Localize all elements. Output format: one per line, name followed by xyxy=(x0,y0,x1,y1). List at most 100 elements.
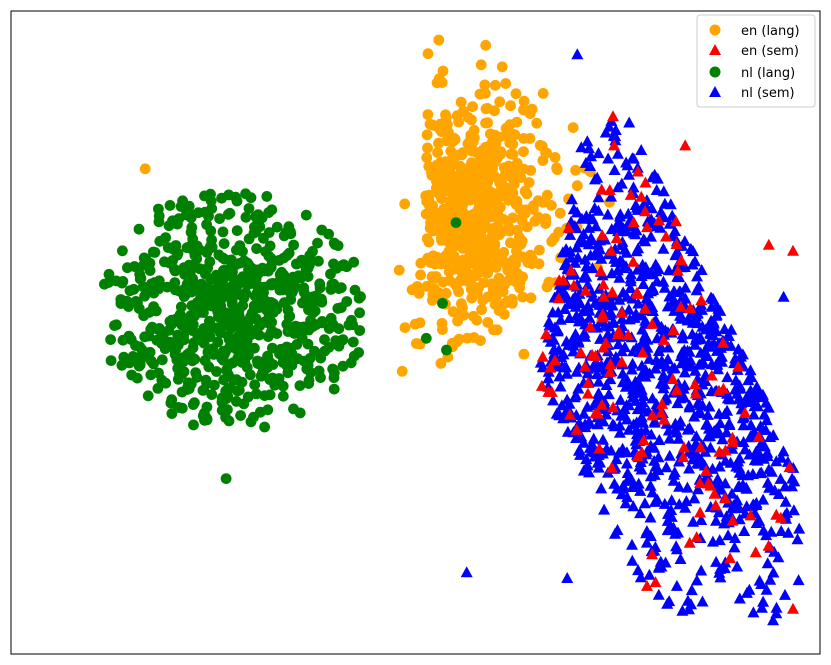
point-nl-sem xyxy=(567,345,580,357)
point-nl-sem xyxy=(777,290,790,302)
legend-box xyxy=(696,14,816,108)
point-en-lang xyxy=(531,117,543,129)
point-nl-sem xyxy=(723,417,736,429)
point-nl-sem xyxy=(592,375,605,387)
point-en-lang xyxy=(505,100,516,112)
point-nl-sem xyxy=(581,299,594,311)
legend-label-en-lang: en (lang) xyxy=(741,24,800,39)
point-nl-lang xyxy=(209,379,220,391)
point-nl-sem xyxy=(688,492,701,504)
point-en-lang xyxy=(504,119,516,130)
point-nl-lang xyxy=(316,296,328,308)
point-nl-sem xyxy=(563,397,576,409)
point-nl-lang xyxy=(217,226,229,238)
point-en-lang xyxy=(467,271,479,283)
point-nl-lang xyxy=(354,307,365,319)
point-nl-sem xyxy=(618,403,631,414)
point-nl-sem xyxy=(674,309,686,321)
point-nl-sem xyxy=(690,574,703,586)
point-nl-lang xyxy=(251,279,262,291)
point-en-sem xyxy=(657,333,670,345)
point-nl-lang xyxy=(187,233,199,245)
point-nl-sem xyxy=(611,524,624,535)
point-nl-lang xyxy=(166,408,178,419)
point-en-lang xyxy=(421,129,433,141)
point-nl-sem xyxy=(669,423,682,435)
point-nl-sem xyxy=(607,129,620,141)
point-nl-sem xyxy=(626,554,639,566)
legend-label-en-sem: en (sem) xyxy=(741,44,799,59)
point-nl-sem xyxy=(639,329,651,341)
point-en-sem xyxy=(708,487,721,499)
point-en-lang xyxy=(447,250,458,261)
point-nl-lang xyxy=(271,221,283,233)
point-nl-sem xyxy=(598,503,611,515)
point-nl-sem xyxy=(648,454,661,466)
point-nl-lang xyxy=(185,310,197,322)
point-nl-lang xyxy=(205,273,217,285)
point-en-lang xyxy=(477,294,489,306)
point-nl-lang xyxy=(323,342,335,353)
point-en-sem xyxy=(603,184,616,195)
point-nl-lang xyxy=(117,245,128,257)
point-nl-sem xyxy=(759,423,772,435)
point-nl-lang xyxy=(303,375,315,386)
point-nl-lang xyxy=(437,297,448,309)
point-nl-lang xyxy=(218,265,229,276)
point-nl-sem xyxy=(567,203,580,215)
point-en-lang xyxy=(456,149,468,161)
point-en-sem xyxy=(667,324,680,336)
point-en-lang xyxy=(482,317,494,328)
point-nl-sem xyxy=(626,538,638,550)
point-nl-lang xyxy=(198,337,210,349)
point-nl-lang xyxy=(259,421,270,433)
point-nl-sem xyxy=(653,561,665,573)
point-nl-sem xyxy=(582,238,595,250)
point-nl-sem xyxy=(652,588,665,600)
point-nl-sem xyxy=(613,446,625,458)
point-nl-sem xyxy=(611,482,624,494)
point-en-sem xyxy=(684,302,697,313)
point-nl-lang xyxy=(332,240,344,252)
point-nl-sem xyxy=(731,560,744,572)
point-en-sem xyxy=(553,274,566,286)
point-nl-lang xyxy=(196,289,208,301)
point-nl-sem xyxy=(565,193,578,205)
point-nl-sem xyxy=(667,521,680,533)
point-en-sem xyxy=(752,430,765,442)
point-en-sem xyxy=(581,387,594,399)
point-en-lang xyxy=(440,258,451,270)
point-en-lang xyxy=(479,79,491,91)
point-nl-lang xyxy=(163,220,175,232)
point-en-sem xyxy=(542,385,555,397)
point-nl-sem xyxy=(610,453,623,465)
point-en-lang xyxy=(516,215,528,226)
point-nl-lang xyxy=(166,394,178,406)
point-en-lang xyxy=(466,114,477,126)
point-en-sem xyxy=(744,509,757,521)
point-en-sem xyxy=(593,442,606,454)
point-nl-lang xyxy=(222,330,234,342)
point-nl-sem xyxy=(705,358,718,370)
point-en-sem xyxy=(670,238,683,249)
point-en-lang xyxy=(466,242,478,254)
point-nl-sem xyxy=(577,228,590,239)
point-en-lang xyxy=(540,147,551,158)
point-nl-sem xyxy=(643,352,656,364)
point-nl-sem xyxy=(648,168,661,180)
point-nl-sem xyxy=(571,48,584,60)
point-nl-lang xyxy=(239,327,251,339)
point-nl-sem xyxy=(775,451,788,463)
point-nl-sem xyxy=(618,341,631,353)
point-nl-lang xyxy=(233,310,245,322)
point-nl-sem xyxy=(660,360,673,372)
point-nl-sem xyxy=(570,241,583,253)
point-nl-sem xyxy=(678,235,691,247)
point-en-sem xyxy=(624,188,637,200)
point-nl-sem xyxy=(695,264,708,275)
point-nl-sem xyxy=(696,595,709,607)
point-nl-lang xyxy=(345,357,357,369)
point-nl-sem xyxy=(680,495,693,507)
point-en-sem xyxy=(678,441,690,453)
point-en-sem xyxy=(674,300,687,312)
